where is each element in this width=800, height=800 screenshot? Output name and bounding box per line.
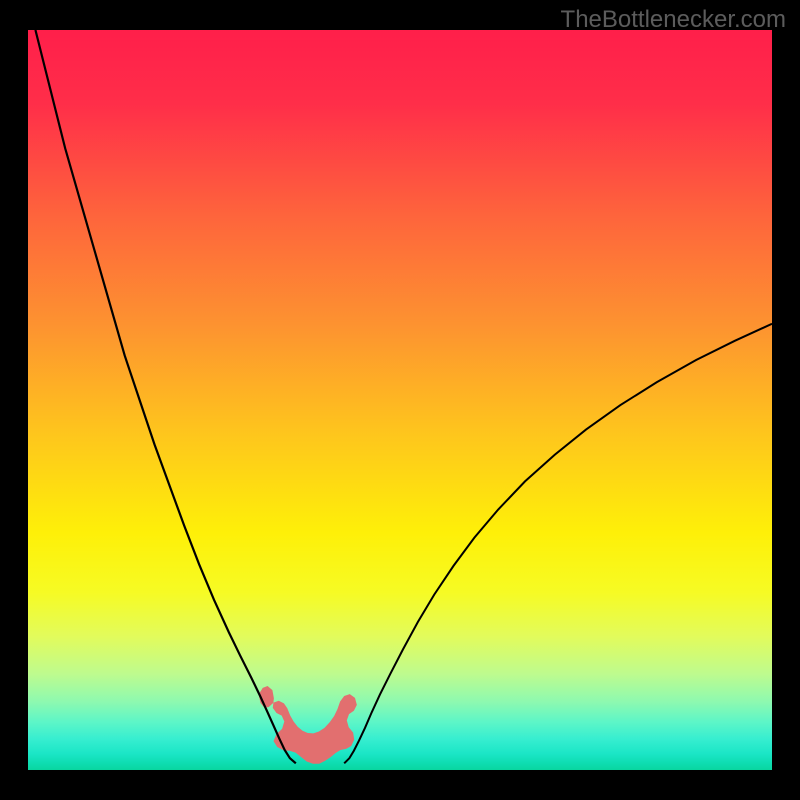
curve-left bbox=[35, 30, 295, 763]
chart-plot-area bbox=[28, 30, 772, 770]
chart-svg bbox=[28, 30, 772, 770]
curve-right bbox=[344, 324, 772, 764]
